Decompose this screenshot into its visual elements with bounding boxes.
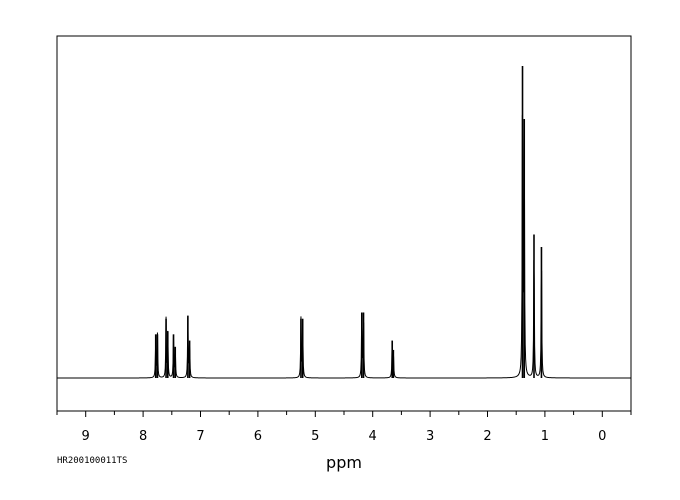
x-tick-label: 0 (598, 429, 606, 444)
x-tick-label: 6 (254, 429, 262, 444)
x-tick-label: 4 (369, 429, 377, 444)
x-axis-tick-labels: 9 8 7 6 5 4 3 2 1 0 (82, 429, 607, 444)
plot-frame (56, 35, 632, 412)
x-tick-label: 3 (426, 429, 434, 444)
x-tick-label: 1 (541, 429, 549, 444)
x-axis-ticks (56, 411, 632, 417)
x-tick-label: 5 (311, 429, 319, 444)
spectrum-line (57, 115, 631, 379)
x-tick-label: 8 (139, 429, 147, 444)
x-tick-label: 7 (196, 429, 204, 444)
x-tick-label: 2 (483, 429, 491, 444)
sample-id: HR200100011TS (57, 456, 128, 466)
x-axis-label: ppm (326, 453, 362, 472)
x-tick-label: 9 (82, 429, 90, 444)
